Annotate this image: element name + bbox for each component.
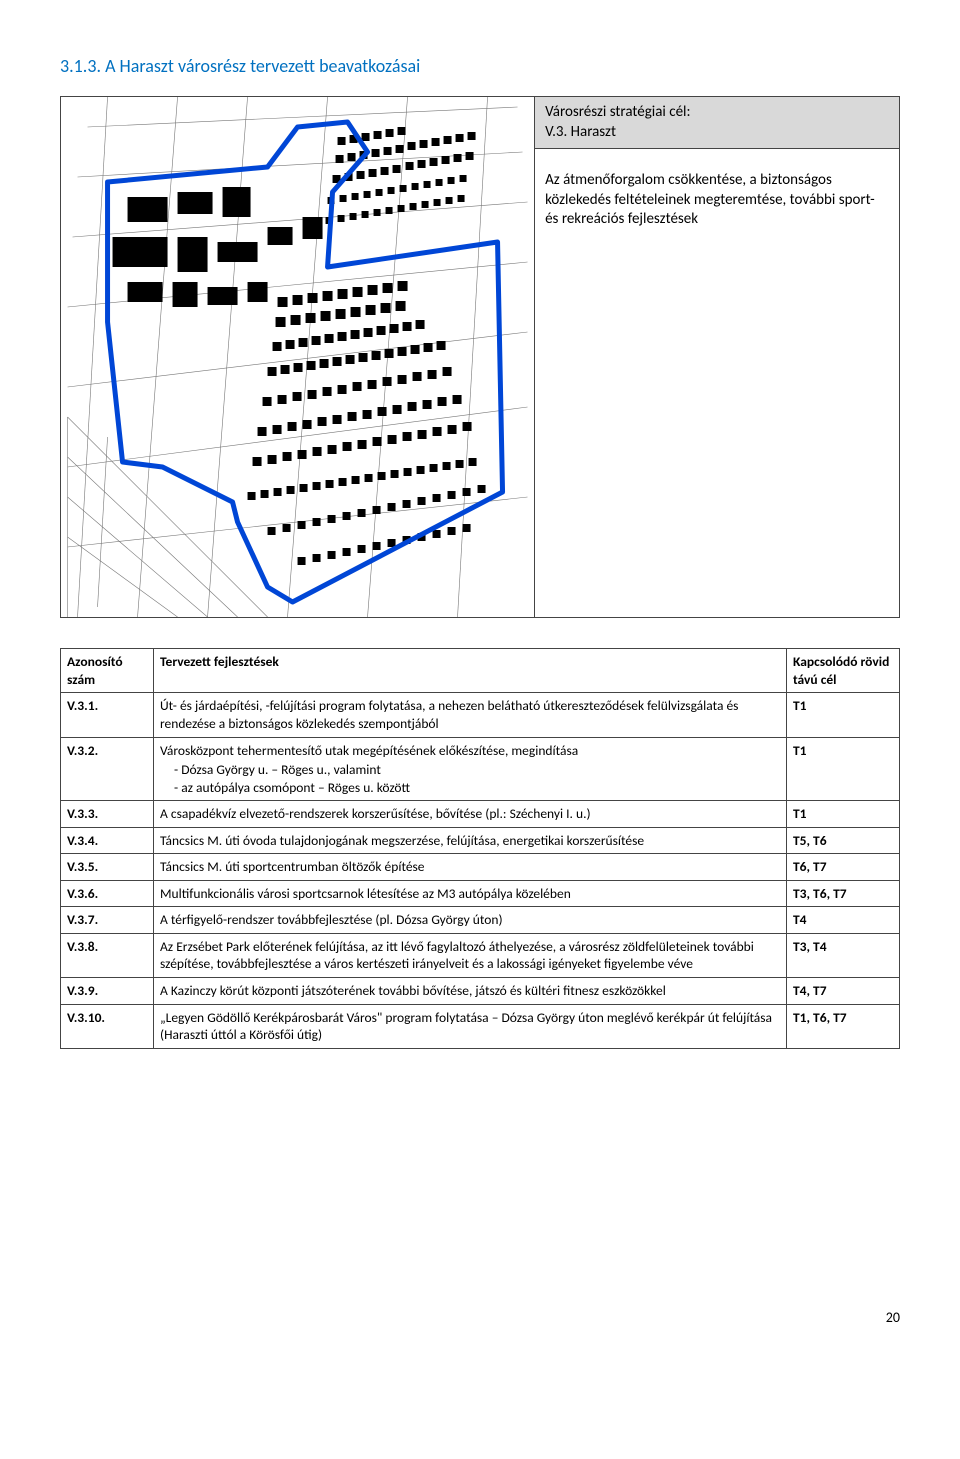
developments-table: Azonosító szám Tervezett fejlesztések Ka… bbox=[60, 648, 900, 1048]
page-number: 20 bbox=[60, 1309, 900, 1327]
cell-id: V.3.1. bbox=[61, 693, 154, 737]
table-row: V.3.6.Multifunkcionális városi sportcsar… bbox=[61, 880, 900, 907]
cell-link: T4 bbox=[787, 907, 900, 934]
cell-id: V.3.7. bbox=[61, 907, 154, 934]
cell-id: V.3.2. bbox=[61, 737, 154, 801]
sublist-item: Dózsa György u. – Röges u., valamint bbox=[174, 761, 780, 779]
page-title: 3.1.3. A Haraszt városrész tervezett bea… bbox=[60, 55, 900, 78]
cell-dev: Városközpont tehermentesítő utak megépít… bbox=[154, 737, 787, 801]
table-row: V.3.8.Az Erzsébet Park előterének felújí… bbox=[61, 933, 900, 977]
table-row: V.3.3.A csapadékvíz elvezető-rendszerek … bbox=[61, 801, 900, 828]
cell-id: V.3.8. bbox=[61, 933, 154, 977]
th-dev: Tervezett fejlesztések bbox=[154, 649, 787, 693]
cell-link: T1, T6, T7 bbox=[787, 1004, 900, 1048]
cell-id: V.3.5. bbox=[61, 854, 154, 881]
table-row: V.3.7.A térfigyelő-rendszer továbbfejles… bbox=[61, 907, 900, 934]
table-row: V.3.9.A Kazinczy körút központi játszóte… bbox=[61, 977, 900, 1004]
cell-id: V.3.6. bbox=[61, 880, 154, 907]
cell-link: T1 bbox=[787, 693, 900, 737]
cell-dev: A térfigyelő-rendszer továbbfejlesztése … bbox=[154, 907, 787, 934]
goal-header-label: Városrészi stratégiai cél: bbox=[545, 103, 690, 121]
cell-id: V.3.10. bbox=[61, 1004, 154, 1048]
cell-dev: A Kazinczy körút központi játszóterének … bbox=[154, 977, 787, 1004]
cell-id: V.3.4. bbox=[61, 827, 154, 854]
th-link: Kapcsolódó rövid távú cél bbox=[787, 649, 900, 693]
table-row: V.3.10.„Legyen Gödöllő Kerékpárosbarát V… bbox=[61, 1004, 900, 1048]
table-row: V.3.1.Út- és járdaépítési, -felújítási p… bbox=[61, 693, 900, 737]
cell-link: T6, T7 bbox=[787, 854, 900, 881]
top-section: Városrészi stratégiai cél: V.3. Haraszt … bbox=[60, 96, 900, 618]
cell-link: T1 bbox=[787, 737, 900, 801]
goal-description: Az átmenőforgalom csökkentése, a biztons… bbox=[545, 171, 889, 230]
table-row: V.3.2.Városközpont tehermentesítő utak m… bbox=[61, 737, 900, 801]
cell-link: T4, T7 bbox=[787, 977, 900, 1004]
th-id: Azonosító szám bbox=[61, 649, 154, 693]
cell-dev: Táncsics M. úti óvoda tulajdonjogának me… bbox=[154, 827, 787, 854]
cell-dev: Az Erzsébet Park előterének felújítása, … bbox=[154, 933, 787, 977]
cell-id: V.3.9. bbox=[61, 977, 154, 1004]
cell-dev: Táncsics M. úti sportcentrumban öltözők … bbox=[154, 854, 787, 881]
cell-dev: Multifunkcionális városi sportcsarnok lé… bbox=[154, 880, 787, 907]
district-map bbox=[61, 97, 534, 617]
cell-dev: A csapadékvíz elvezető-rendszerek korsze… bbox=[154, 801, 787, 828]
cell-link: T5, T6 bbox=[787, 827, 900, 854]
cell-dev: „Legyen Gödöllő Kerékpárosbarát Város" p… bbox=[154, 1004, 787, 1048]
cell-id: V.3.3. bbox=[61, 801, 154, 828]
table-row: V.3.4.Táncsics M. úti óvoda tulajdonjogá… bbox=[61, 827, 900, 854]
cell-dev: Út- és járdaépítési, -felújítási program… bbox=[154, 693, 787, 737]
goal-box: Városrészi stratégiai cél: V.3. Haraszt … bbox=[535, 97, 899, 617]
table-row: V.3.5.Táncsics M. úti sportcentrumban öl… bbox=[61, 854, 900, 881]
cell-link: T1 bbox=[787, 801, 900, 828]
map-figure bbox=[61, 97, 535, 617]
sublist-item: az autópálya csomópont – Röges u. között bbox=[174, 779, 780, 797]
goal-code: V.3. Haraszt bbox=[545, 123, 616, 141]
cell-link: T3, T6, T7 bbox=[787, 880, 900, 907]
cell-link: T3, T4 bbox=[787, 933, 900, 977]
